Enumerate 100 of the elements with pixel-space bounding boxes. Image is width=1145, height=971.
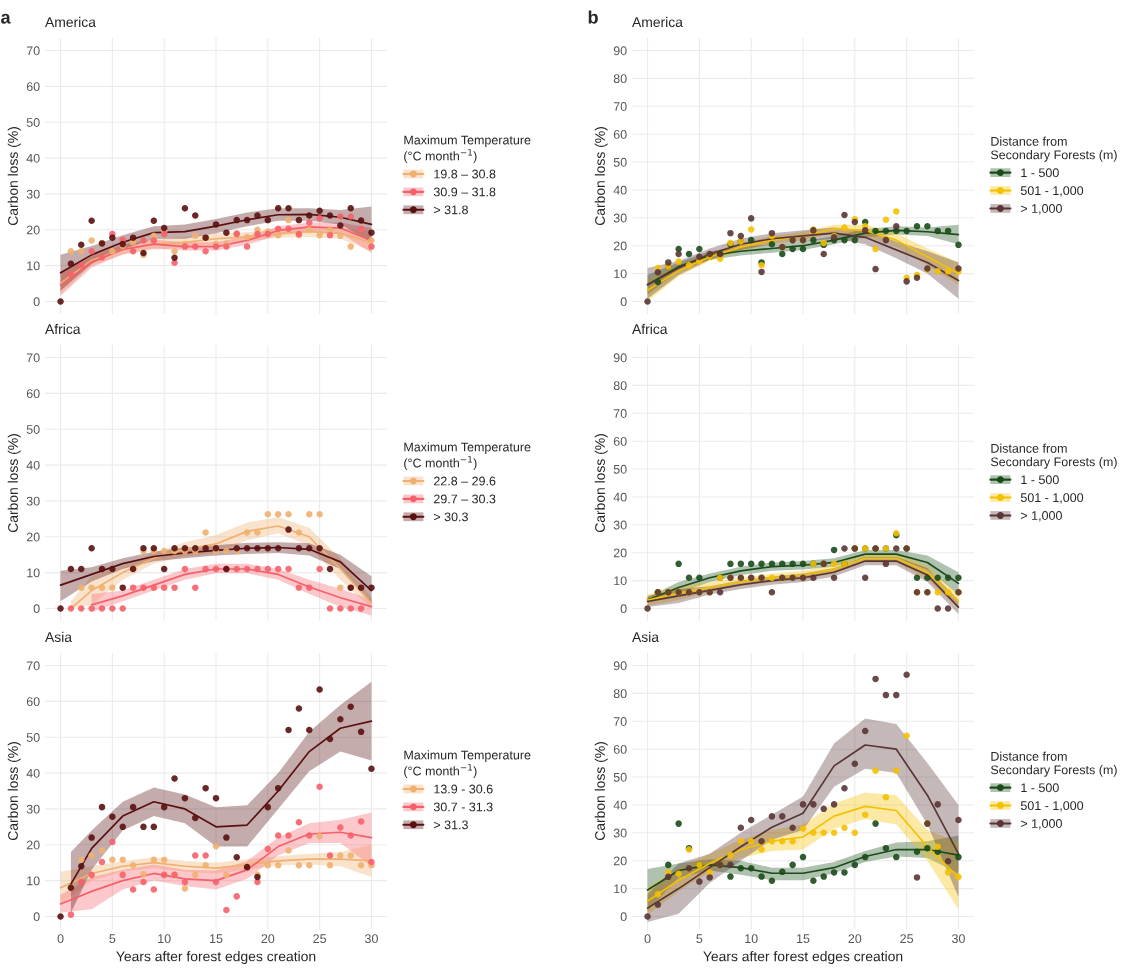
x-axis-title: Years after forest edges creation bbox=[116, 951, 316, 965]
y-tick-label: 90 bbox=[613, 353, 627, 363]
x-tick-label: 10 bbox=[158, 934, 171, 944]
legend-label: 30.9 – 31.8 bbox=[433, 187, 496, 197]
y-tick-label: 30 bbox=[613, 213, 627, 223]
y-tick-label: 20 bbox=[613, 856, 627, 866]
legend-label: > 31.8 bbox=[434, 205, 468, 215]
y-tick-label: 0 bbox=[33, 604, 40, 614]
legend-label: 501 - 1,000 bbox=[1020, 493, 1084, 504]
y-tick-label: 10 bbox=[27, 261, 40, 271]
y-tick-label: 10 bbox=[614, 576, 627, 586]
y-axis-title: Carbon loss (%) bbox=[594, 742, 608, 841]
y-tick-label: 30 bbox=[26, 189, 40, 199]
x-tick-label: 30 bbox=[951, 934, 965, 944]
x-tick-label: 15 bbox=[210, 934, 223, 944]
legend-label: 1 - 500 bbox=[1021, 475, 1059, 485]
y-axis-title: Carbon loss (%) bbox=[594, 434, 608, 533]
legend-title: Distance from Secondary Forests (m) bbox=[990, 751, 1117, 777]
y-tick-label: 0 bbox=[620, 297, 627, 307]
x-tick-label: 5 bbox=[696, 934, 703, 944]
y-tick-label: 70 bbox=[26, 661, 40, 671]
chart-title: America bbox=[45, 16, 96, 28]
text: a bbox=[1, 13, 11, 24]
y-tick-label: 20 bbox=[26, 532, 40, 542]
x-tick-label: 0 bbox=[57, 934, 64, 944]
legend-label: > 1,000 bbox=[1021, 819, 1062, 830]
legend-label: 13.9 - 30.6 bbox=[434, 784, 493, 794]
y-tick-label: 30 bbox=[26, 496, 40, 506]
chart-title: Asia bbox=[632, 631, 660, 643]
legend-label: > 31.3 bbox=[434, 820, 468, 830]
legend-title: Maximum Temperature (°C month$^{−1}$) bbox=[404, 442, 531, 470]
y-tick-label: 20 bbox=[613, 548, 627, 558]
legend-label: 501 - 1,000 bbox=[1020, 186, 1084, 197]
y-tick-label: 80 bbox=[613, 689, 627, 699]
legend-label: > 1,000 bbox=[1021, 204, 1062, 215]
y-tick-label: 40 bbox=[613, 800, 627, 810]
y-tick-label: 50 bbox=[613, 772, 627, 782]
legend-label: 30.7 - 31.3 bbox=[433, 802, 493, 812]
legend-label: 19.8 – 30.8 bbox=[434, 169, 496, 179]
y-tick-label: 80 bbox=[613, 381, 627, 391]
x-axis-title: Years after forest edges creation bbox=[703, 951, 903, 965]
y-tick-label: 40 bbox=[26, 153, 40, 163]
x-tick-label: 0 bbox=[644, 934, 651, 944]
y-tick-label: 70 bbox=[26, 353, 40, 363]
chart-title: Africa bbox=[45, 323, 81, 335]
y-tick-label: 60 bbox=[613, 129, 627, 139]
y-tick-label: 20 bbox=[613, 241, 627, 251]
legend-title: Maximum Temperature (°C month$^{−1}$) bbox=[404, 135, 531, 163]
x-tick-label: 5 bbox=[109, 934, 116, 944]
y-tick-label: 70 bbox=[613, 102, 627, 111]
legend-title: Maximum Temperature (°C month$^{−1}$) bbox=[404, 750, 531, 778]
y-tick-label: 60 bbox=[26, 82, 40, 92]
y-tick-label: 10 bbox=[614, 884, 627, 894]
legend-label: > 30.3 bbox=[434, 512, 468, 522]
y-tick-label: 50 bbox=[26, 733, 40, 742]
legend-title: Distance from Secondary Forests (m) bbox=[990, 443, 1117, 469]
x-tick-label: 25 bbox=[313, 934, 327, 944]
x-tick-label: 15 bbox=[797, 934, 810, 944]
y-tick-label: 40 bbox=[26, 768, 40, 778]
y-tick-label: 0 bbox=[33, 912, 40, 922]
y-axis-title: Carbon loss (%) bbox=[7, 127, 21, 226]
y-tick-label: 50 bbox=[613, 464, 627, 474]
y-axis-title: Carbon loss (%) bbox=[7, 742, 21, 841]
y-tick-label: 40 bbox=[613, 492, 627, 502]
chart-title: Asia bbox=[45, 631, 73, 643]
y-tick-label: 70 bbox=[613, 409, 627, 418]
y-axis-title: Carbon loss (%) bbox=[594, 127, 608, 226]
legend-title: Distance from Secondary Forests (m) bbox=[990, 136, 1117, 162]
y-tick-label: 50 bbox=[613, 157, 627, 167]
chart-title: Africa bbox=[632, 323, 668, 335]
y-tick-label: 70 bbox=[26, 46, 40, 56]
legend-label: 1 - 500 bbox=[1021, 783, 1059, 793]
x-tick-label: 20 bbox=[848, 934, 862, 944]
y-tick-label: 20 bbox=[26, 840, 40, 850]
y-tick-label: 50 bbox=[26, 425, 40, 434]
text: b bbox=[588, 10, 598, 24]
y-axis-title: Carbon loss (%) bbox=[7, 434, 21, 533]
legend-label: 501 - 1,000 bbox=[1020, 801, 1084, 812]
x-tick-label: 25 bbox=[900, 934, 914, 944]
legend-label: > 1,000 bbox=[1021, 511, 1062, 522]
legend-label: 1 - 500 bbox=[1021, 168, 1059, 178]
y-tick-label: 40 bbox=[26, 460, 40, 470]
y-tick-label: 30 bbox=[26, 804, 40, 814]
y-tick-label: 70 bbox=[613, 717, 627, 726]
y-tick-label: 0 bbox=[620, 604, 627, 614]
x-tick-label: 20 bbox=[261, 934, 275, 944]
y-tick-label: 90 bbox=[613, 46, 627, 56]
y-tick-label: 10 bbox=[614, 269, 627, 279]
y-tick-label: 0 bbox=[33, 297, 40, 307]
y-tick-label: 80 bbox=[613, 74, 627, 84]
y-tick-label: 90 bbox=[613, 661, 627, 671]
y-tick-label: 60 bbox=[26, 697, 40, 707]
y-tick-label: 60 bbox=[613, 436, 627, 446]
y-tick-label: 50 bbox=[26, 118, 40, 127]
y-tick-label: 20 bbox=[26, 225, 40, 235]
y-tick-label: 30 bbox=[613, 828, 627, 838]
y-tick-label: 60 bbox=[26, 389, 40, 399]
y-tick-label: 60 bbox=[613, 744, 627, 754]
y-tick-label: 10 bbox=[27, 568, 40, 578]
legend-label: 29.7 – 30.3 bbox=[434, 494, 496, 504]
